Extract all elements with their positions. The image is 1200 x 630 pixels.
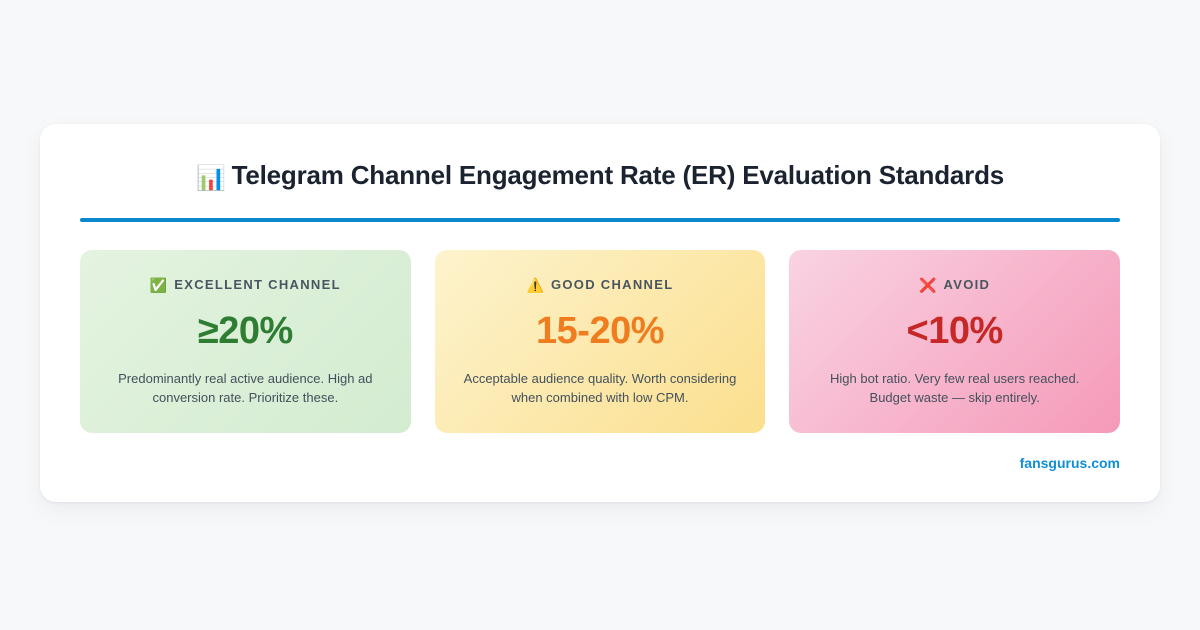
page-title: 📊 Telegram Channel Engagement Rate (ER) E… <box>80 160 1120 194</box>
tier-value-good: 15-20% <box>536 309 664 352</box>
tier-card-list: ✅ EXCELLENT CHANNEL ≥20% Predominantly r… <box>80 249 1121 434</box>
source-site-link[interactable]: fansgurus.com <box>1019 455 1120 472</box>
tier-label-text: EXCELLENT CHANNEL <box>174 277 341 293</box>
tier-label-avoid: ❌ AVOID <box>919 278 990 292</box>
cross-mark-icon: ❌ <box>919 276 937 293</box>
tier-description-excellent: Predominantly real active audience. High… <box>118 370 373 405</box>
check-mark-icon: ✅ <box>149 276 168 293</box>
tier-label-text: AVOID <box>943 277 991 293</box>
bar-chart-icon: 📊 <box>195 165 226 192</box>
tier-description-avoid: High bot ratio. Very few real users reac… <box>830 370 1080 405</box>
tier-card-good: ⚠️ GOOD CHANNEL 15-20% Acceptable audien… <box>434 249 766 434</box>
infographic-panel: 📊 Telegram Channel Engagement Rate (ER) E… <box>40 124 1160 502</box>
tier-card-avoid: ❌ AVOID <10% High bot ratio. Very few re… <box>789 249 1121 434</box>
page-title-text: Telegram Channel Engagement Rate (ER) Ev… <box>231 160 1005 190</box>
title-divider <box>80 217 1120 222</box>
footer: fansgurus.com <box>80 455 1120 473</box>
tier-value-avoid: <10% <box>906 309 1004 352</box>
warning-icon: ⚠️ <box>526 276 544 293</box>
tier-card-excellent: ✅ EXCELLENT CHANNEL ≥20% Predominantly r… <box>80 249 411 434</box>
tier-description-good: Acceptable audience quality. Worth consi… <box>463 370 737 405</box>
tier-label-good: ⚠️ GOOD CHANNEL <box>527 278 674 292</box>
tier-value-excellent: ≥20% <box>197 309 293 352</box>
tier-label-excellent: ✅ EXCELLENT CHANNEL <box>150 278 341 292</box>
tier-label-text: GOOD CHANNEL <box>550 277 674 293</box>
